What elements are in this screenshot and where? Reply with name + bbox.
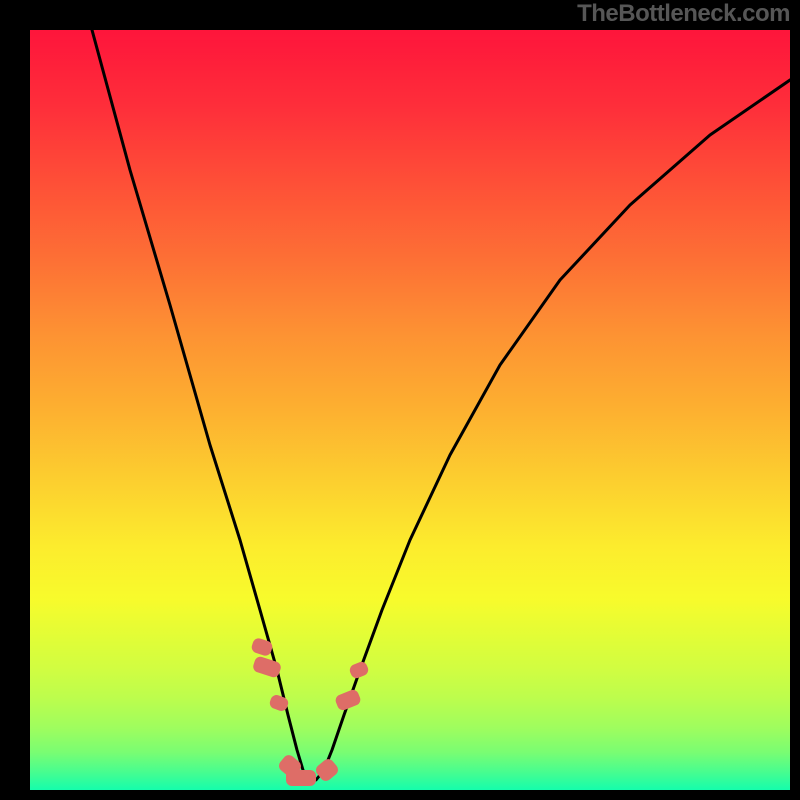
curve-marker [286, 770, 316, 786]
curve-marker [252, 655, 283, 679]
curve-marker [250, 637, 274, 657]
bottleneck-curve [30, 30, 790, 790]
curve-marker [334, 688, 362, 712]
watermark-text: TheBottleneck.com [577, 0, 790, 28]
curve-marker [348, 660, 370, 680]
